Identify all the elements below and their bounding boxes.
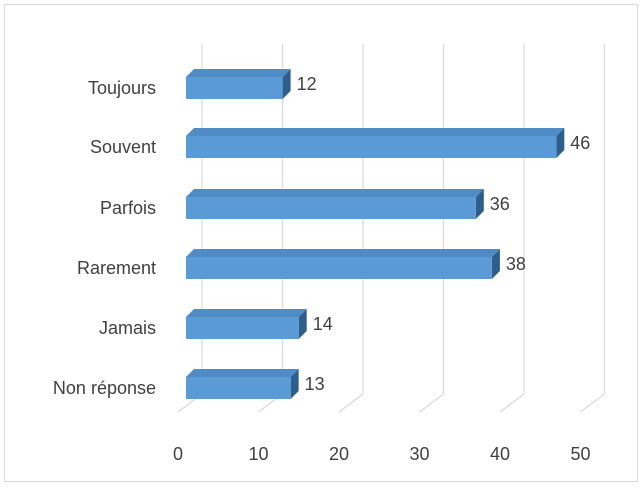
bar-front-face [186,136,557,158]
data-label: 38 [506,254,526,274]
data-label: 46 [570,133,590,153]
data-label: 13 [305,374,325,394]
data-label: 12 [297,74,317,94]
category-label: Parfois [100,198,156,218]
bar [186,69,291,99]
bar-top-face [186,249,500,257]
bar-front-face [186,257,492,279]
bar [186,249,500,279]
category-label: Jamais [99,318,156,338]
x-tick-label: 40 [490,444,510,464]
data-label: 36 [490,194,510,214]
x-tick-label: 20 [329,444,349,464]
x-tick-label: 50 [570,444,590,464]
bar-front-face [186,377,291,399]
bar [186,128,565,158]
data-labels: 12 46 36 38 14 13 [297,74,591,394]
bar-side-face [282,69,291,99]
category-label: Rarement [77,258,156,278]
chart-frame [4,4,638,482]
x-tick-label: 0 [173,444,183,464]
category-label: Souvent [90,137,156,157]
floor-gridline [499,393,525,413]
floor-gridline [338,393,364,413]
bar [186,309,307,339]
gridlines [177,44,606,413]
bar-front-face [186,77,283,99]
bar-top-face [186,309,307,317]
bar-side-face [290,369,299,399]
bar-top-face [186,69,291,77]
bar-side-face [556,128,565,158]
category-labels: Toujours Souvent Parfois Rarement Jamais Non … [53,78,156,398]
bar-front-face [186,197,476,219]
category-label: Non réponse [53,378,156,398]
x-tick-label: 30 [409,444,429,464]
x-tick-labels: 0 10 20 30 40 50 [173,444,591,464]
bar-side-face [298,309,307,339]
bars [186,69,565,399]
x-tick-label: 10 [248,444,268,464]
bar [186,369,299,399]
bar-front-face [186,317,299,339]
bar-top-face [186,369,299,377]
bar-side-face [475,189,484,219]
bar-top-face [186,189,484,197]
floor-gridline [419,393,444,413]
data-label: 14 [313,314,333,334]
bar-top-face [186,128,565,136]
category-label: Toujours [88,78,156,98]
bar [186,189,484,219]
floor-gridline [580,393,605,413]
bar-side-face [491,249,500,279]
